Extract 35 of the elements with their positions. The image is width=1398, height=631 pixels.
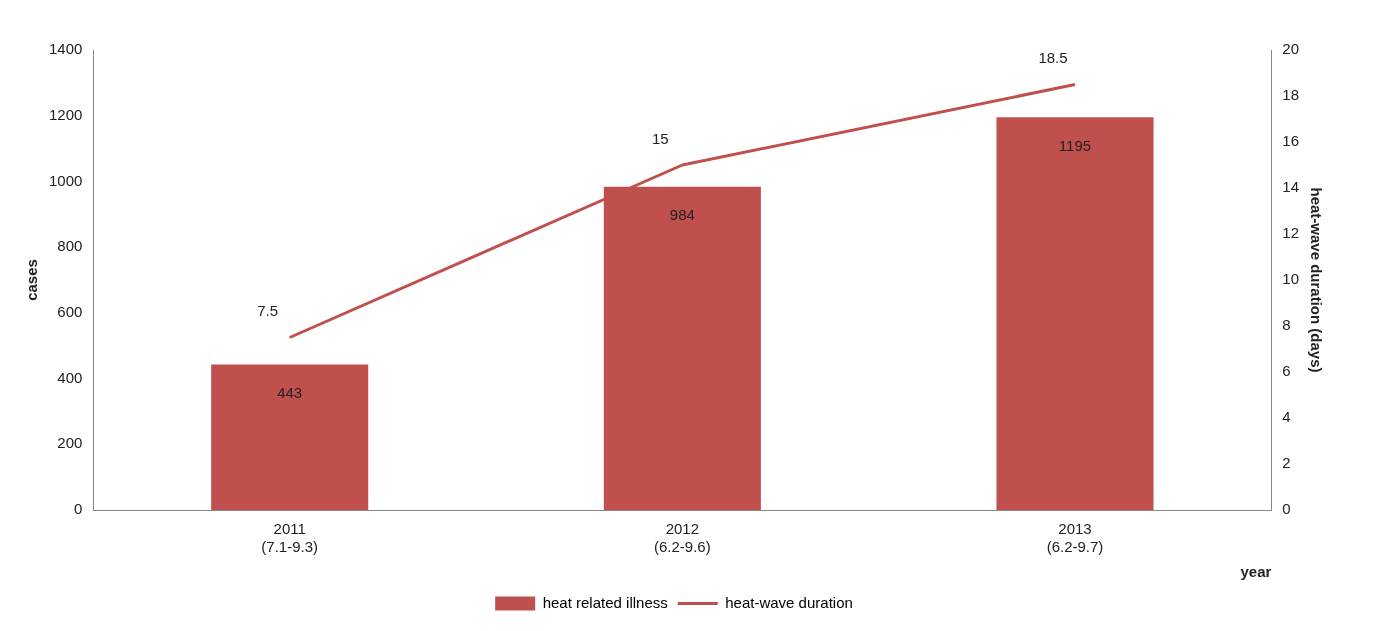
data-label: 443 <box>277 384 303 402</box>
x-tick-label: 2011 (7.1-9.3) <box>261 520 319 556</box>
legend-label: heat-wave duration <box>725 593 853 611</box>
data-label: 15 <box>652 129 669 147</box>
y2-tick-label: 16 <box>1282 132 1299 150</box>
bar <box>211 364 369 510</box>
y2-tick-label: 20 <box>1282 40 1299 58</box>
y-tick-label: 1000 <box>48 171 83 189</box>
x-axis-title: year <box>1240 563 1272 581</box>
y2-tick-label: 8 <box>1282 316 1291 334</box>
legend-label: heat related illness <box>542 593 668 611</box>
bar <box>996 117 1154 510</box>
y-tick-label: 800 <box>57 237 83 255</box>
y2-tick-label: 6 <box>1282 362 1291 380</box>
y2-tick-label: 14 <box>1282 178 1299 196</box>
y2-tick-label: 2 <box>1282 454 1291 472</box>
data-label: 18.5 <box>1038 49 1068 67</box>
y-tick-label: 1200 <box>48 105 83 123</box>
y-axis-title: cases <box>23 259 41 301</box>
y2-tick-label: 18 <box>1282 86 1299 104</box>
y-tick-label: 0 <box>74 500 83 518</box>
x-tick-label: 2013 (6.2-9.7) <box>1046 520 1104 556</box>
data-label: 1195 <box>1058 137 1092 154</box>
y-tick-label: 400 <box>57 368 83 386</box>
y-tick-label: 600 <box>57 303 83 320</box>
y2-axis-title: heat-wave duration (days) <box>1307 187 1325 373</box>
y2-tick-label: 10 <box>1282 270 1299 288</box>
data-label: 984 <box>669 206 695 224</box>
y2-tick-label: 12 <box>1282 224 1299 242</box>
y-tick-label: 200 <box>57 434 83 452</box>
data-label: 7.5 <box>257 302 279 320</box>
y2-tick-label: 0 <box>1282 500 1291 518</box>
y2-tick-label: 4 <box>1282 408 1291 426</box>
y-tick-label: 1400 <box>48 40 83 58</box>
x-tick-label: 2012 (6.2-9.6) <box>653 520 711 556</box>
